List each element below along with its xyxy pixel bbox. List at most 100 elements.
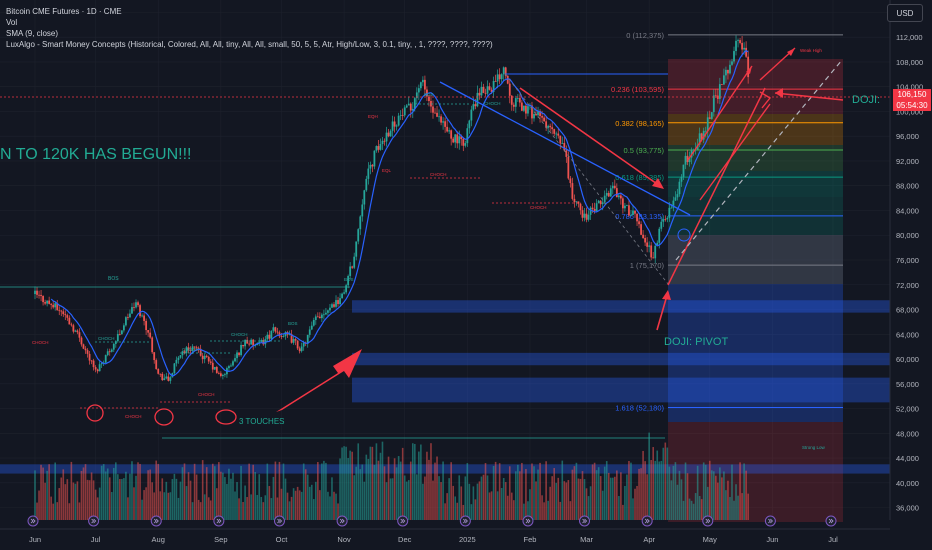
candle-body — [573, 198, 576, 203]
candle-body — [482, 86, 485, 93]
volume-bar — [688, 498, 691, 520]
candle-body — [294, 339, 297, 341]
volume-bar — [110, 492, 113, 520]
candle-body — [424, 79, 426, 90]
candle-body — [248, 343, 251, 345]
candlestick-series[interactable] — [34, 35, 750, 384]
candle-body — [660, 221, 663, 229]
volume-bar — [345, 446, 347, 520]
label-choch-8: CHOCH — [430, 172, 447, 177]
headline-text: N TO 120K HAS BEGUN!!! — [0, 146, 191, 163]
luxalgo-indicator[interactable]: LuxAlgo - Smart Money Concepts (Historic… — [6, 40, 493, 49]
descending-trendline[interactable] — [439, 81, 691, 216]
vol-indicator[interactable]: Vol — [6, 18, 18, 27]
sma-indicator[interactable]: SMA (9, close) — [6, 29, 59, 38]
candle-body — [476, 92, 479, 107]
volume-bar — [715, 475, 717, 520]
event-marker-icon[interactable] — [764, 515, 776, 527]
volume-bar — [44, 482, 46, 520]
candle-body — [129, 313, 131, 318]
demand-zone — [352, 352, 890, 366]
fib-label: 1 (75,170) — [630, 261, 665, 270]
candle-body — [411, 108, 414, 111]
candle-body — [682, 164, 685, 177]
candle-body — [470, 109, 473, 121]
volume-bar — [405, 481, 408, 520]
event-marker-icon[interactable] — [88, 515, 100, 527]
candle-body — [670, 207, 673, 209]
volume-bar — [607, 472, 610, 520]
event-marker-icon[interactable] — [213, 515, 225, 527]
volume-bar — [337, 503, 339, 520]
touch-circle-4 — [677, 228, 691, 242]
channel-lower[interactable] — [667, 87, 766, 286]
symbol-title[interactable]: Bitcoin CME Futures · 1D · CME — [6, 7, 122, 16]
volume-bar — [684, 462, 687, 520]
candle-body — [232, 361, 234, 366]
candle-body — [518, 98, 521, 103]
fib-band-500 — [668, 171, 843, 197]
candle-body — [52, 304, 55, 308]
event-marker-icon[interactable] — [397, 515, 409, 527]
volume-bar — [296, 486, 299, 520]
time-tick-label: 2025 — [459, 535, 476, 544]
fib-diagonal — [504, 73, 669, 285]
volume-bar — [504, 482, 507, 520]
candle-body — [708, 117, 711, 119]
volume-bar — [646, 474, 648, 520]
candle-body — [177, 357, 180, 360]
event-marker-icon[interactable] — [150, 515, 162, 527]
volume-bar — [710, 470, 713, 520]
time-tick-label: Nov — [337, 535, 351, 544]
candle-body — [488, 86, 491, 90]
channel-upper-dashed[interactable] — [675, 59, 843, 261]
candle-body — [209, 361, 212, 363]
currency-button[interactable]: USD — [887, 4, 923, 22]
candle-body — [80, 337, 83, 345]
event-marker-icon[interactable] — [336, 515, 348, 527]
event-markers[interactable] — [27, 515, 837, 527]
event-marker-icon[interactable] — [459, 515, 471, 527]
volume-bar — [706, 486, 709, 520]
volume-bar — [98, 487, 101, 520]
event-marker-icon[interactable] — [641, 515, 653, 527]
price-tick-label: 60,000 — [896, 355, 919, 364]
candle-body — [365, 178, 368, 191]
volume-bar — [185, 486, 188, 520]
candle-body — [199, 348, 202, 356]
volume-bar — [470, 504, 473, 520]
volume-bar — [242, 502, 244, 520]
event-marker-icon[interactable] — [579, 515, 591, 527]
candle-body — [276, 331, 279, 333]
price-tick-label: 64,000 — [896, 330, 919, 339]
candle-body — [581, 210, 584, 218]
volume-bar — [731, 464, 733, 520]
volume-bar — [288, 501, 291, 520]
candle-body — [634, 210, 636, 214]
volume-bar — [418, 451, 420, 520]
volume-bar — [420, 444, 422, 520]
trend-drawings[interactable] — [439, 47, 844, 331]
fibonacci-retracement[interactable]: 0 (112,375) 0.236 (103,595) 0.382 (98,165)… — [611, 31, 843, 522]
label-strong-low: Strong Low — [802, 445, 826, 450]
event-marker-icon[interactable] — [27, 515, 39, 527]
volume-bar — [674, 462, 677, 520]
volume-bar — [147, 470, 149, 520]
candle-body — [409, 103, 412, 111]
candle-body — [741, 42, 743, 50]
event-marker-icon[interactable] — [273, 515, 285, 527]
candle-body — [658, 228, 661, 243]
event-marker-icon[interactable] — [702, 515, 714, 527]
volume-bar — [478, 481, 481, 520]
time-axis[interactable]: Jun Jul Aug Sep Oct Nov Dec 2025 Feb Mar Apr May Jun… — [0, 528, 890, 544]
price-axis[interactable]: 36,000 40,000 44,000 48,000 52,000 56,000 60,0… — [889, 0, 923, 520]
candle-body — [252, 339, 255, 346]
candle-body — [314, 316, 317, 321]
event-marker-icon[interactable] — [522, 515, 534, 527]
candle-body — [432, 106, 434, 113]
volume-bar — [74, 483, 77, 520]
candle-body — [181, 351, 184, 356]
event-marker-icon[interactable] — [825, 515, 837, 527]
volume-bar — [381, 441, 384, 520]
